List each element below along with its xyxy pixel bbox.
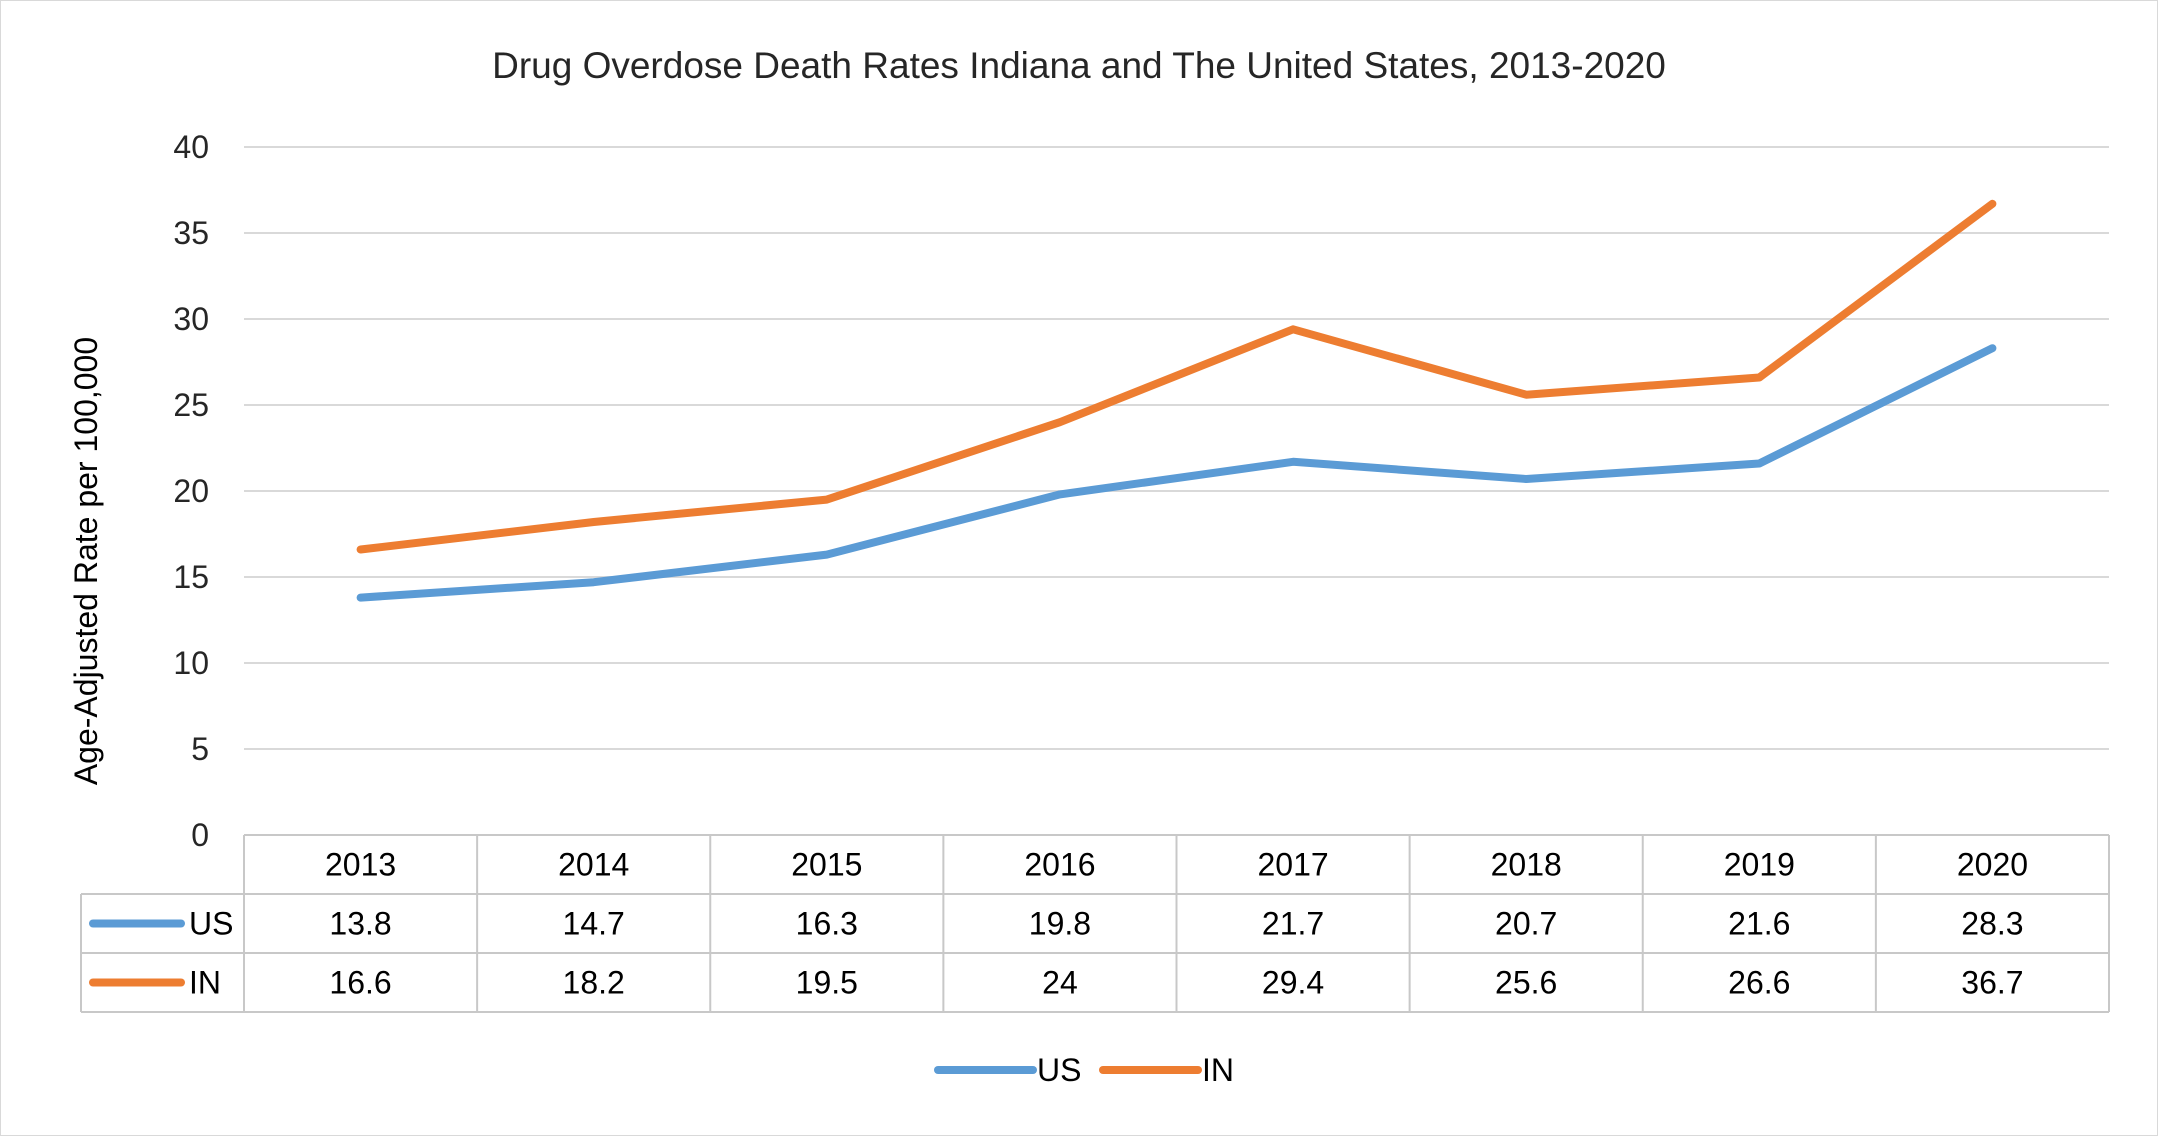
data-table: 2013 2014 2015 2016 2017 2018 2019 2020 US 13.8 14… — [80, 834, 2110, 1013]
data-label: 21.6 — [1728, 906, 1790, 942]
y-tick-label: 35 — [173, 215, 209, 251]
data-label: 14.7 — [563, 906, 625, 942]
legend: US IN — [934, 1052, 1234, 1088]
series-line-in — [356, 199, 1997, 554]
data-label: 24 — [1042, 965, 1078, 1001]
series-line-us — [356, 344, 1997, 602]
data-label: 13.8 — [329, 906, 391, 942]
y-tick-label: 25 — [173, 387, 209, 423]
data-label: 20.7 — [1495, 906, 1557, 942]
chart-title: Drug Overdose Death Rates Indiana and Th… — [492, 45, 1666, 86]
category-label: 2015 — [791, 847, 862, 883]
table-series-name: US — [189, 906, 233, 942]
data-label: 26.6 — [1728, 965, 1790, 1001]
category-label: 2019 — [1724, 847, 1795, 883]
data-label: 16.3 — [796, 906, 858, 942]
category-label: 2014 — [558, 847, 629, 883]
data-label: 19.8 — [1029, 906, 1091, 942]
y-tick-label: 20 — [173, 473, 209, 509]
category-label: 2020 — [1957, 847, 2028, 883]
y-axis-ticks: 0 5 10 15 20 25 30 35 40 — [173, 129, 209, 853]
data-label: 36.7 — [1961, 965, 2023, 1001]
series-lines — [356, 199, 1997, 602]
data-label: 18.2 — [563, 965, 625, 1001]
category-label: 2017 — [1257, 847, 1328, 883]
data-label: 16.6 — [329, 965, 391, 1001]
table-series-name: IN — [189, 965, 221, 1001]
category-label: 2016 — [1024, 847, 1095, 883]
y-tick-label: 40 — [173, 129, 209, 165]
y-tick-label: 5 — [191, 731, 209, 767]
data-label: 21.7 — [1262, 906, 1324, 942]
data-label: 25.6 — [1495, 965, 1557, 1001]
legend-label: IN — [1202, 1052, 1234, 1088]
y-tick-label: 30 — [173, 301, 209, 337]
data-label: 28.3 — [1961, 906, 2023, 942]
data-label: 29.4 — [1262, 965, 1324, 1001]
category-label: 2018 — [1491, 847, 1562, 883]
data-label: 19.5 — [796, 965, 858, 1001]
category-label: 2013 — [325, 847, 396, 883]
legend-label: US — [1037, 1052, 1081, 1088]
y-axis-label: Age-Adjusted Rate per 100,000 — [68, 337, 104, 785]
y-tick-label: 0 — [191, 817, 209, 853]
gridlines — [244, 146, 2109, 750]
y-tick-label: 15 — [173, 559, 209, 595]
y-tick-label: 10 — [173, 645, 209, 681]
